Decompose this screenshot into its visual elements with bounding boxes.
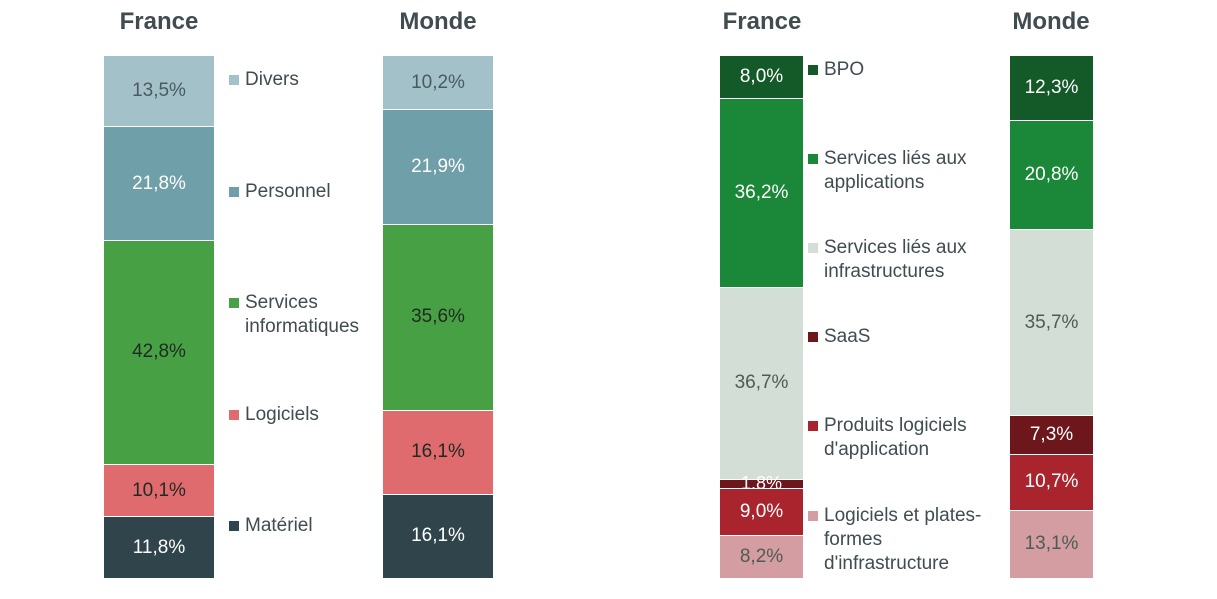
bar-segment-logiciels-france: 10,1% xyxy=(104,463,214,517)
data-label: 10,7% xyxy=(1024,471,1079,493)
bar-segment-divers-france: 13,5% xyxy=(104,56,214,127)
legend-item-services-li-s-aux-applications: Services liés aux applications xyxy=(808,147,967,195)
legend-label: Matériel xyxy=(245,515,313,536)
legend-swatch xyxy=(229,75,239,85)
bar-segment-logiciels-monde: 16,1% xyxy=(383,409,493,494)
data-label: 7,3% xyxy=(1029,424,1074,446)
legend-label: Personnel xyxy=(245,181,331,202)
data-label: 12,3% xyxy=(1024,77,1079,99)
legend-swatch xyxy=(808,243,818,253)
bar-segment-services-li-s-aux-applications-france: 36,2% xyxy=(720,97,803,287)
legend-label: Services liés aux infrastructures xyxy=(824,237,967,282)
right-bar-france: 8,0% 36,2% 36,7% 1,8% 9,0% 8,2% xyxy=(720,56,803,578)
legend-item-saas: SaaS xyxy=(808,325,870,349)
data-label: 20,8% xyxy=(1024,164,1079,186)
legend-item-logiciels-et-plates-formes-d-infrastructure: Logiciels et plates- formes d'infrastruc… xyxy=(808,504,981,576)
bar-segment-mat-riel-monde: 16,1% xyxy=(383,493,493,578)
data-label: 10,1% xyxy=(132,479,186,501)
legend-label: Logiciels et plates- formes d'infrastruc… xyxy=(824,505,982,574)
legend-item-divers: Divers xyxy=(229,68,299,92)
bar-segment-bpo-france: 8,0% xyxy=(720,56,803,98)
data-label: 35,7% xyxy=(1024,311,1079,333)
data-label: 13,1% xyxy=(1024,533,1079,555)
bar-segment-services-informatiques-monde: 35,6% xyxy=(383,223,493,410)
legend-item-bpo: BPO xyxy=(808,58,864,82)
bar-segment-services-li-s-aux-infrastructures-monde: 35,7% xyxy=(1010,228,1093,416)
legend-swatch xyxy=(229,410,239,420)
right-category-france: France xyxy=(722,8,802,35)
legend-item-logiciels: Logiciels xyxy=(229,403,319,427)
legend-label: SaaS xyxy=(824,326,871,347)
data-label: 11,8% xyxy=(132,536,186,558)
legend-swatch xyxy=(229,521,239,531)
legend-swatch xyxy=(808,65,818,75)
data-label: 16,1% xyxy=(411,441,465,463)
left-bar-monde: 10,2% 21,9% 35,6% 16,1% 16,1% xyxy=(383,56,493,578)
bar-segment-produits-logiciels-d-application-france: 9,0% xyxy=(720,488,803,536)
legend-label: Logiciels xyxy=(245,404,319,425)
bar-segment-services-informatiques-france: 42,8% xyxy=(104,240,214,464)
data-label: 35,6% xyxy=(411,306,465,328)
legend-label: Services liés aux applications xyxy=(824,148,967,193)
data-label: 36,7% xyxy=(734,372,789,394)
bar-segment-personnel-france: 21,8% xyxy=(104,126,214,241)
data-label: 42,8% xyxy=(132,341,186,363)
legend-label: Divers xyxy=(245,69,299,90)
legend-swatch xyxy=(808,421,818,431)
legend-item-produits-logiciels-d-application: Produits logiciels d'application xyxy=(808,414,967,462)
data-label: 36,2% xyxy=(734,181,789,203)
right-bar-monde: 12,3% 20,8% 35,7% 7,3% 10,7% 13,1% xyxy=(1010,56,1093,578)
data-label: 8,2% xyxy=(739,546,784,568)
left-category-france: France xyxy=(119,8,199,35)
bar-segment-saas-monde: 7,3% xyxy=(1010,415,1093,454)
bar-segment-divers-monde: 10,2% xyxy=(383,56,493,110)
bar-segment-bpo-monde: 12,3% xyxy=(1010,56,1093,121)
legend-label: Services informatiques xyxy=(245,292,360,337)
legend-swatch xyxy=(808,332,818,342)
bar-segment-logiciels-et-plates-formes-d-infrastructure-france: 8,2% xyxy=(720,535,803,578)
legend-item-personnel: Personnel xyxy=(229,180,331,204)
bar-segment-saas-france: 1,8% xyxy=(720,473,803,493)
left-bar-france: 13,5% 21,8% 42,8% 10,1% 11,8% xyxy=(104,56,214,578)
bar-segment-logiciels-et-plates-formes-d-infrastructure-monde: 13,1% xyxy=(1010,509,1093,578)
data-label: 21,8% xyxy=(132,172,186,194)
bar-segment-services-li-s-aux-applications-monde: 20,8% xyxy=(1010,120,1093,229)
legend-swatch xyxy=(229,187,239,197)
data-label: 21,9% xyxy=(411,156,465,177)
legend-swatch xyxy=(808,154,818,164)
bar-segment-mat-riel-france: 11,8% xyxy=(104,516,214,578)
data-label: 8,0% xyxy=(739,65,784,87)
legend-item-mat-riel: Matériel xyxy=(229,514,313,538)
data-label: 10,2% xyxy=(411,71,465,93)
bar-segment-services-li-s-aux-infrastructures-france: 36,7% xyxy=(720,286,803,479)
legend-label: Produits logiciels d'application xyxy=(824,415,967,460)
data-label: 13,5% xyxy=(132,80,186,102)
data-label: 16,1% xyxy=(411,525,465,547)
legend-item-services-informatiques: Services informatiques xyxy=(229,291,359,339)
left-category-monde: Monde xyxy=(399,8,477,35)
right-category-monde: Monde xyxy=(1012,8,1090,35)
legend-label: BPO xyxy=(824,59,865,80)
legend-swatch xyxy=(229,298,239,308)
bar-segment-personnel-monde: 21,9% xyxy=(383,109,493,224)
legend-item-services-li-s-aux-infrastructures: Services liés aux infrastructures xyxy=(808,236,967,284)
bar-segment-produits-logiciels-d-application-monde: 10,7% xyxy=(1010,453,1093,510)
legend-swatch xyxy=(808,511,818,521)
data-label: 9,0% xyxy=(739,501,784,523)
